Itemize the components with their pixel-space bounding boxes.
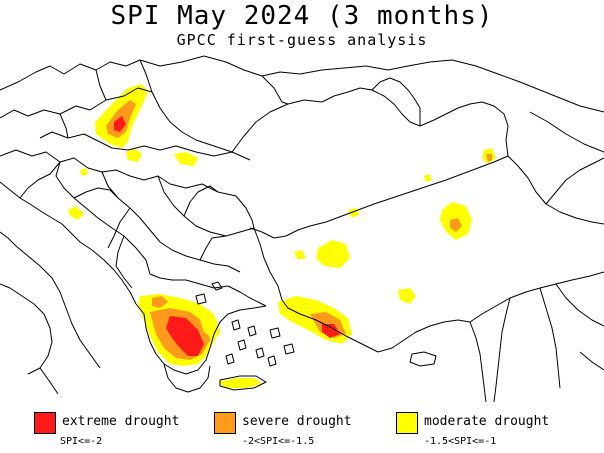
legend-swatch-moderate (396, 412, 418, 434)
legend-label-extreme: extreme drought (62, 414, 180, 429)
zone-central-europe (95, 84, 198, 166)
legend-swatch-extreme (34, 412, 56, 434)
map-title: SPI May 2024 (3 months) (110, 1, 494, 31)
drought-zones (68, 84, 496, 388)
map-subtitle: GPCC first-guess analysis (176, 31, 428, 49)
legend-range-moderate: -1.5<SPI<=-1 (424, 436, 497, 447)
legend-label-severe: severe drought (242, 414, 352, 429)
legend-range-severe: -2<SPI<=-1.5 (242, 436, 315, 447)
legend: extreme drought SPI<=-2 severe drought -… (0, 408, 604, 453)
country-borders (0, 55, 604, 402)
legend-swatch-severe (214, 412, 236, 434)
legend-label-moderate: moderate drought (424, 414, 550, 429)
drought-map (0, 55, 604, 402)
zone-adriatic (68, 206, 84, 220)
legend-range-extreme: SPI<=-2 (60, 436, 103, 447)
zone-greece (138, 294, 262, 388)
zone-central-anatolia (316, 240, 350, 268)
